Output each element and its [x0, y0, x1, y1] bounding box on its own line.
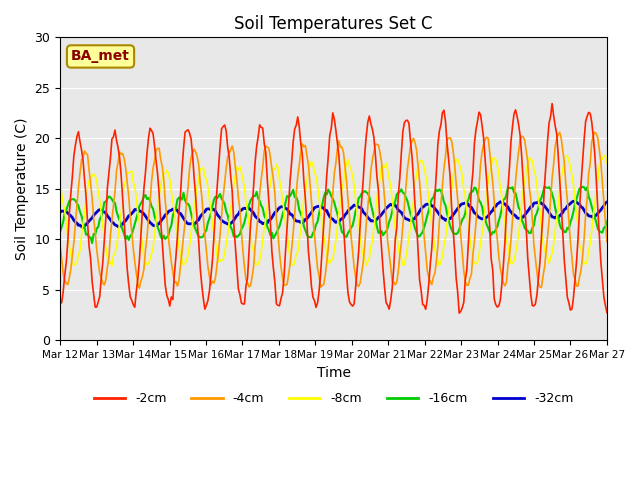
-4cm [221, 180, 228, 186]
-2cm [56, 300, 64, 306]
-8cm [221, 251, 228, 256]
-16cm [603, 218, 611, 224]
-8cm [297, 227, 305, 232]
-32cm [221, 220, 228, 226]
-8cm [56, 179, 64, 185]
-32cm [239, 206, 247, 212]
Text: BA_met: BA_met [71, 49, 130, 63]
Line: -2cm: -2cm [60, 104, 607, 313]
-16cm [239, 224, 247, 229]
Line: -4cm: -4cm [60, 132, 607, 288]
-8cm [603, 161, 611, 167]
-32cm [576, 202, 584, 207]
-8cm [239, 177, 247, 182]
-2cm [246, 221, 254, 227]
-2cm [548, 101, 556, 107]
-8cm [602, 153, 609, 158]
-4cm [603, 239, 611, 245]
-2cm [576, 207, 584, 213]
-32cm [56, 209, 64, 215]
-2cm [220, 124, 227, 130]
-16cm [88, 240, 96, 246]
-4cm [56, 243, 64, 249]
-4cm [574, 283, 582, 289]
-4cm [239, 248, 247, 254]
-16cm [221, 201, 228, 207]
-8cm [108, 263, 116, 269]
-32cm [297, 220, 305, 226]
-4cm [297, 149, 305, 155]
-8cm [125, 170, 132, 176]
-4cm [248, 274, 256, 280]
-2cm [455, 310, 463, 316]
-8cm [248, 244, 256, 250]
-16cm [541, 183, 548, 189]
X-axis label: Time: Time [317, 366, 351, 380]
-2cm [603, 310, 611, 315]
-2cm [237, 300, 245, 306]
-16cm [248, 195, 256, 201]
Legend: -2cm, -4cm, -8cm, -16cm, -32cm: -2cm, -4cm, -8cm, -16cm, -32cm [89, 387, 579, 410]
-16cm [576, 186, 584, 192]
-32cm [570, 198, 577, 204]
-4cm [136, 285, 143, 291]
-32cm [125, 213, 132, 219]
Title: Soil Temperatures Set C: Soil Temperatures Set C [234, 15, 433, 33]
Y-axis label: Soil Temperature (C): Soil Temperature (C) [15, 118, 29, 260]
-32cm [248, 208, 256, 214]
-32cm [79, 225, 87, 230]
Line: -32cm: -32cm [60, 201, 607, 228]
-2cm [296, 124, 303, 130]
-32cm [603, 199, 611, 205]
-4cm [124, 180, 131, 185]
-16cm [297, 211, 305, 217]
-16cm [125, 237, 132, 243]
Line: -8cm: -8cm [60, 156, 607, 266]
-16cm [56, 229, 64, 235]
-2cm [124, 266, 131, 272]
-8cm [574, 223, 582, 229]
-4cm [591, 129, 598, 135]
Line: -16cm: -16cm [60, 186, 607, 243]
